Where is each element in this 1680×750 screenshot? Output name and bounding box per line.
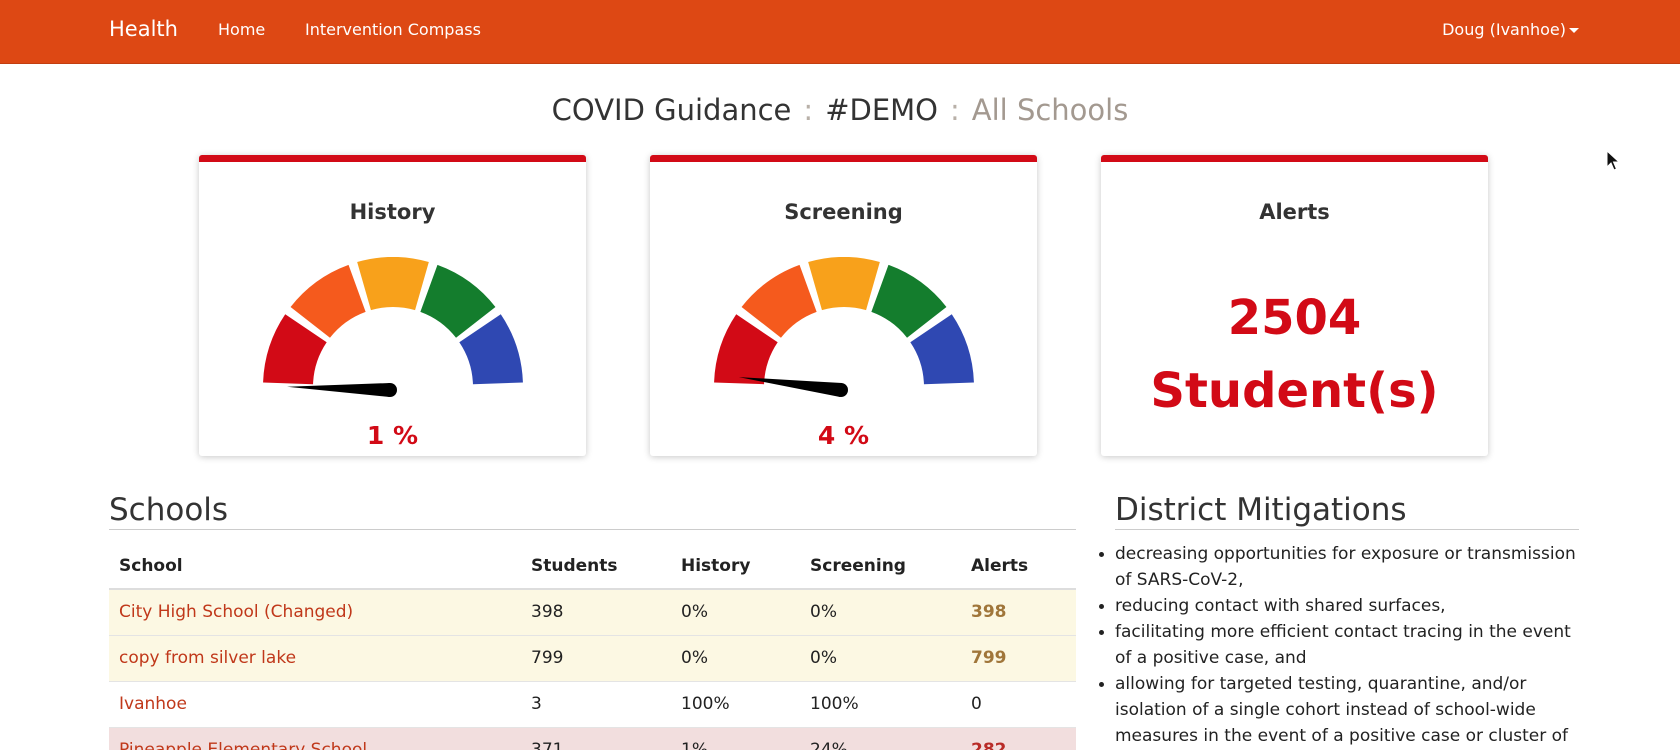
school-link[interactable]: copy from silver lake [119,648,297,668]
alerts-count-unit: Student(s) [1150,363,1439,419]
nav-link-intervention-compass[interactable]: Intervention Compass [305,20,481,39]
students-cell: 3 [521,680,671,727]
alerts-count-number: 2504 [1227,290,1362,346]
column-header-students: Students [521,544,671,590]
list-item: allowing for targeted testing, quarantin… [1099,671,1585,749]
screening-gauge-value: 4 % [817,421,870,450]
schools-divider [109,529,1076,530]
page-title-org: #DEMO [825,93,938,127]
alerts-cell: 0 [961,680,1076,727]
column-header-screening: Screening [800,544,961,590]
user-menu-label: Doug (Ivanhoe) [1442,20,1566,39]
alerts-count: 2504 Student(s) [1101,282,1488,428]
history-cell: 0% [671,588,800,635]
caret-down-icon [1569,28,1579,33]
list-item: decreasing opportunities for exposure or… [1099,541,1585,593]
mitigations-section-title: District Mitigations [1115,492,1407,528]
list-item: facilitating more efficient contact trac… [1099,619,1585,671]
nav-link-home[interactable]: Home [218,20,266,39]
screening-card-title: Screening [784,200,903,224]
table-row: Ivanhoe 3 100% 100% 0 [109,680,1076,727]
history-card: History 1 % [199,155,586,456]
mouse-cursor-icon [1606,150,1620,171]
gauge-segment [871,264,947,338]
screening-gauge [714,257,974,397]
history-cell: 1% [671,726,800,750]
screening-cell: 0% [800,588,961,635]
schools-table: School Students History Screening Alerts… [109,544,1076,750]
gauge-segment [808,257,880,311]
page-title: COVID Guidance: #DEMO: All Schools [0,93,1680,127]
column-header-history: History [671,544,800,590]
screening-cell: 100% [800,680,961,727]
gauge-segment [263,314,327,385]
history-gauge [263,257,523,397]
brand-link[interactable]: Health [109,17,178,41]
gauge-needle [738,377,842,397]
table-row: copy from silver lake 799 0% 0% 799 [109,634,1076,681]
alerts-cell: 282 [961,726,1076,750]
alerts-cell: 398 [961,588,1076,635]
gauge-segment [290,264,366,338]
user-menu-dropdown[interactable]: Doug (Ivanhoe) [1442,20,1579,39]
students-cell: 398 [521,588,671,635]
gauge-needle-hub [383,383,397,397]
gauge-needle-hub [834,383,848,397]
page-title-separator: : [803,93,814,127]
gauge-segment [741,264,817,338]
gauge-needle [287,383,391,397]
gauge-segment [357,257,429,311]
gauge-segment [420,264,496,338]
screening-card: Screening 4 % [650,155,1037,456]
screening-cell: 0% [800,634,961,681]
screening-cell: 24% [800,726,961,750]
mitigations-divider [1115,529,1579,530]
alerts-card-title: Alerts [1259,200,1330,224]
students-cell: 371 [521,726,671,750]
table-row: City High School (Changed) 398 0% 0% 398 [109,588,1076,635]
mitigations-list: decreasing opportunities for exposure or… [1099,541,1585,749]
school-link[interactable]: Pineapple Elementary School [119,740,367,750]
top-navbar: Health Home Intervention Compass Doug (I… [0,0,1680,64]
list-item: reducing contact with shared surfaces, [1099,593,1585,619]
history-card-title: History [349,200,436,224]
history-gauge-value: 1 % [366,421,419,450]
students-cell: 799 [521,634,671,681]
alerts-card: Alerts 2504 Student(s) [1101,155,1488,456]
history-cell: 0% [671,634,800,681]
table-row: Pineapple Elementary School 371 1% 24% 2… [109,726,1076,750]
schools-table-header: School Students History Screening Alerts [109,544,1076,590]
page-title-separator: : [950,93,960,127]
history-cell: 100% [671,680,800,727]
column-header-school: School [109,544,521,590]
page-title-scope: All Schools [971,93,1129,127]
school-link[interactable]: Ivanhoe [119,694,187,714]
column-header-alerts: Alerts [961,544,1076,590]
gauge-segment [910,314,974,385]
gauge-segment [459,314,523,385]
school-link[interactable]: City High School (Changed) [119,602,354,623]
page-title-main: COVID Guidance [551,93,792,127]
alerts-cell: 799 [961,634,1076,681]
gauge-segment [714,314,778,385]
schools-section-title: Schools [109,492,229,528]
